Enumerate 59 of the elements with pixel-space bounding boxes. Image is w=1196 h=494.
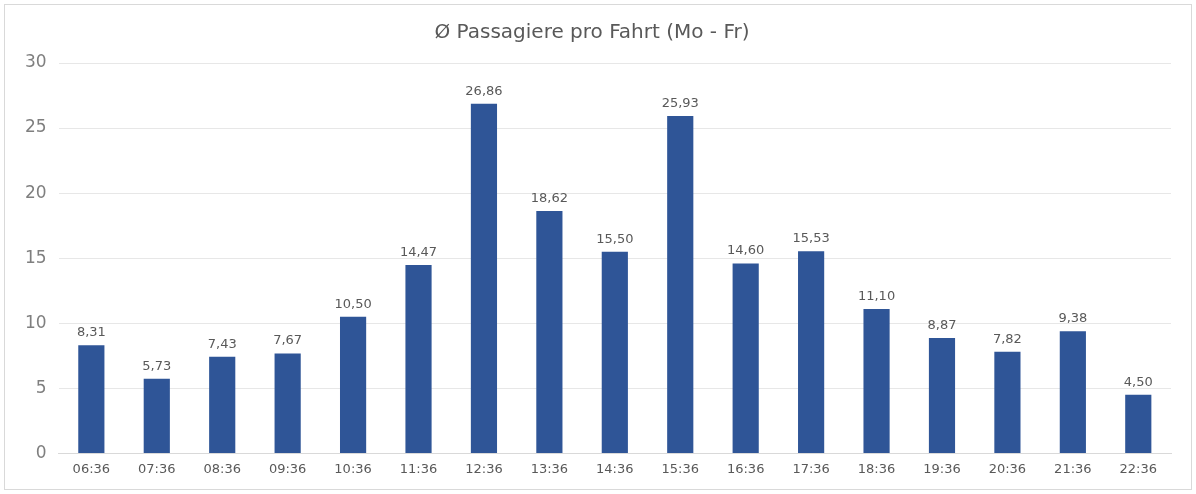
data-label: 14,60 <box>727 242 765 258</box>
y-tick-label: 30 <box>24 51 47 72</box>
data-label: 7,67 <box>273 332 303 348</box>
x-tick-label: 14:36 <box>596 460 634 476</box>
x-tick-label: 17:36 <box>792 460 830 476</box>
bar <box>405 265 432 453</box>
y-tick-label: 25 <box>24 116 47 137</box>
data-label: 8,87 <box>927 316 957 332</box>
data-label: 15,53 <box>792 230 830 246</box>
data-label: 26,86 <box>465 82 503 98</box>
data-label: 14,47 <box>399 243 438 259</box>
bar <box>340 316 367 453</box>
x-tick-label: 08:36 <box>203 460 241 476</box>
bar <box>1125 394 1152 453</box>
x-tick-label: 21:36 <box>1054 460 1092 476</box>
bar <box>209 356 236 453</box>
bar <box>667 115 694 453</box>
bar <box>798 251 825 453</box>
y-tick-label: 20 <box>24 181 47 202</box>
x-tick-label: 09:36 <box>268 460 307 476</box>
data-label: 10,50 <box>334 295 372 311</box>
x-tick-label: 20:36 <box>988 460 1027 476</box>
bar <box>863 308 890 453</box>
bar <box>928 337 956 453</box>
data-label: 7,43 <box>207 335 237 351</box>
x-tick-label: 19:36 <box>923 460 961 476</box>
x-tick-label: 10:36 <box>334 460 372 476</box>
bar <box>994 351 1021 453</box>
data-label: 18,62 <box>530 189 568 205</box>
data-label: 4,50 <box>1123 373 1153 389</box>
x-tick-label: 06:36 <box>72 460 111 476</box>
y-tick-label: 15 <box>24 246 47 267</box>
y-tick-label: 5 <box>35 376 47 397</box>
bar <box>470 103 498 453</box>
data-label: 25,93 <box>661 94 699 110</box>
data-label: 7,82 <box>992 330 1022 346</box>
data-label: 9,38 <box>1058 310 1088 326</box>
data-label: 8,31 <box>76 324 106 340</box>
x-tick-label: 12:36 <box>465 460 503 476</box>
data-label: 5,73 <box>142 357 172 373</box>
bar <box>601 251 628 453</box>
x-tick-label: 13:36 <box>530 460 569 476</box>
x-tick-label: 22:36 <box>1119 460 1158 476</box>
bar <box>143 378 170 453</box>
y-tick-label: 10 <box>24 311 47 332</box>
chart-title: Ø Passagiere pro Fahrt (Mo - Fr) <box>434 19 750 44</box>
data-label: 15,50 <box>596 230 634 246</box>
x-tick-label: 15:36 <box>661 460 699 476</box>
x-tick-label: 18:36 <box>857 460 896 476</box>
x-tick-label: 16:36 <box>726 460 765 476</box>
x-tick-label: 07:36 <box>138 460 176 476</box>
bar <box>78 345 105 453</box>
x-tick-label: 11:36 <box>399 460 438 476</box>
y-tick-label: 0 <box>35 441 47 462</box>
bar <box>1059 331 1086 453</box>
bar <box>732 263 759 453</box>
bar <box>274 353 301 453</box>
data-label: 11,10 <box>857 287 896 303</box>
bar <box>536 211 563 453</box>
